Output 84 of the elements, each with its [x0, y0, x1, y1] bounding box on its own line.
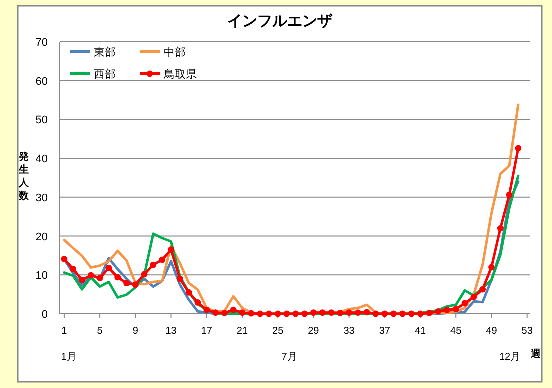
point	[159, 256, 166, 264]
point	[400, 310, 406, 318]
y-tick-label: 0	[42, 309, 48, 321]
point	[70, 266, 77, 273]
point	[444, 306, 450, 314]
point	[266, 310, 272, 318]
point	[480, 286, 486, 293]
y-tick-label: 60	[36, 76, 48, 88]
point	[462, 300, 468, 307]
point	[284, 310, 290, 318]
x-tick-label: 1	[62, 326, 68, 337]
point	[274, 310, 282, 318]
text: 12月	[499, 352, 521, 363]
y-axis-title: 発生人数	[18, 151, 30, 202]
point	[488, 264, 495, 271]
x-tick-label: 45	[450, 326, 462, 337]
x-tick-label: 49	[486, 326, 498, 337]
y-tick-label: 10	[36, 270, 48, 282]
x-tick-label: 29	[308, 326, 320, 337]
x-tick-label: 5	[97, 326, 104, 337]
point	[239, 310, 246, 316]
point	[346, 310, 352, 316]
x-tick-label: 13	[166, 326, 178, 337]
x-tick-label: 25	[272, 326, 284, 337]
point	[194, 300, 202, 306]
point	[176, 276, 184, 282]
y-tick-label: 20	[36, 231, 48, 244]
point	[497, 225, 504, 232]
point	[506, 192, 513, 198]
y-tick-label: 30	[36, 192, 48, 204]
x-tick-label: 37	[379, 326, 391, 337]
point	[355, 310, 362, 316]
point	[96, 275, 104, 282]
point	[292, 310, 300, 318]
point	[248, 310, 255, 317]
point	[204, 306, 210, 314]
chart-title: インフルエンザ	[228, 13, 334, 30]
x-tick-label: 17	[201, 326, 213, 337]
legend-label: 鳥取県	[163, 69, 197, 81]
point	[408, 310, 415, 318]
point	[310, 310, 317, 316]
point	[79, 276, 86, 284]
point	[212, 310, 219, 316]
point	[124, 280, 130, 287]
point	[364, 309, 370, 316]
x-tick-label: 33	[344, 326, 356, 337]
point	[150, 262, 157, 268]
y-tick-label: 50	[36, 114, 48, 127]
point	[221, 310, 228, 316]
y-tick-label: 40	[36, 154, 48, 166]
point	[337, 310, 344, 316]
x-tick-label: 9	[132, 326, 139, 337]
x-tick-label: 21	[236, 326, 248, 337]
point	[319, 310, 326, 316]
point	[61, 256, 68, 262]
point	[435, 308, 442, 315]
x-axis-title: 週	[530, 348, 542, 360]
point	[372, 310, 380, 318]
point	[106, 264, 112, 272]
point	[390, 310, 398, 318]
point	[230, 306, 237, 314]
point	[141, 271, 148, 278]
point	[88, 272, 94, 279]
legend-label: 西部	[94, 68, 116, 81]
legend-label: 中部	[164, 46, 186, 59]
point	[132, 282, 139, 288]
point	[382, 310, 388, 318]
y-tick-label: 70	[36, 37, 48, 49]
text: 7月	[282, 352, 298, 363]
point	[470, 294, 478, 300]
x-tick-label: 53	[522, 326, 534, 337]
point	[452, 306, 460, 313]
point	[328, 310, 335, 316]
point	[186, 289, 192, 296]
point	[302, 310, 308, 318]
point	[417, 310, 424, 318]
x-tick-label: 41	[414, 326, 427, 337]
point	[168, 246, 174, 254]
point	[257, 310, 264, 318]
point	[515, 145, 522, 152]
text: 1月	[61, 352, 77, 363]
point	[114, 274, 122, 281]
legend-label: 東部	[94, 46, 116, 59]
point	[426, 310, 433, 316]
